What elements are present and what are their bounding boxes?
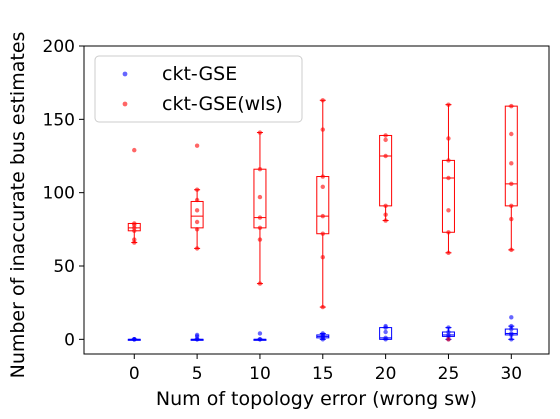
data-point bbox=[132, 147, 137, 153]
data-point bbox=[320, 184, 325, 189]
data-point bbox=[509, 337, 514, 342]
legend-box bbox=[94, 55, 303, 123]
x-tick-label: 10 bbox=[249, 364, 271, 384]
data-point bbox=[383, 329, 388, 335]
y-axis: 0 50 100 150 200 bbox=[43, 37, 84, 350]
plot-frame bbox=[83, 45, 550, 355]
data-point bbox=[446, 250, 451, 255]
data-point bbox=[320, 304, 325, 310]
data-point bbox=[509, 131, 514, 137]
data-point bbox=[320, 213, 325, 219]
data-point bbox=[509, 315, 514, 320]
y-tick-label: 0 bbox=[64, 330, 75, 350]
series-ckt-gse bbox=[127, 315, 518, 342]
data-point bbox=[320, 174, 325, 179]
data-point bbox=[446, 329, 451, 335]
data-point bbox=[132, 237, 137, 242]
data-point bbox=[446, 158, 451, 163]
y-axis-label: Number of inaccurate bus estimates bbox=[7, 32, 29, 379]
data-point bbox=[446, 136, 451, 141]
data-point bbox=[446, 325, 451, 330]
data-point bbox=[194, 187, 200, 192]
box-group bbox=[253, 132, 267, 285]
data-point bbox=[446, 102, 451, 107]
data-point bbox=[257, 281, 263, 286]
data-point bbox=[320, 127, 325, 132]
data-point bbox=[257, 225, 263, 231]
data-point bbox=[132, 221, 137, 226]
x-tick-label: 0 bbox=[129, 364, 140, 384]
data-point bbox=[194, 219, 200, 225]
data-point bbox=[509, 103, 514, 109]
x-tick-label: 5 bbox=[192, 364, 203, 384]
data-point bbox=[383, 137, 388, 143]
y-tick-label: 50 bbox=[53, 257, 75, 277]
box-group bbox=[504, 105, 518, 251]
data-point bbox=[383, 133, 388, 138]
data-point bbox=[383, 203, 388, 209]
data-point bbox=[194, 332, 200, 338]
data-point bbox=[257, 331, 263, 336]
data-point bbox=[132, 337, 137, 342]
data-point bbox=[383, 212, 388, 217]
data-point bbox=[509, 331, 514, 336]
series-layer bbox=[127, 98, 518, 342]
data-point bbox=[257, 167, 263, 172]
data-point bbox=[509, 181, 514, 187]
data-point bbox=[446, 208, 451, 213]
data-point bbox=[320, 98, 325, 103]
data-point bbox=[194, 143, 200, 148]
legend: ckt-GSE ckt-GSE(wls) bbox=[94, 55, 303, 123]
data-point bbox=[257, 194, 263, 200]
data-point bbox=[320, 255, 325, 260]
x-tick-label: 15 bbox=[312, 364, 334, 384]
box bbox=[441, 159, 455, 233]
data-point bbox=[383, 335, 388, 341]
box bbox=[379, 134, 393, 207]
legend-marker bbox=[122, 71, 128, 77]
legend-marker bbox=[122, 101, 128, 107]
data-point bbox=[509, 216, 514, 222]
data-point bbox=[194, 208, 200, 213]
data-point bbox=[320, 331, 325, 336]
x-axis: 0 5 10 15 20 25 30 bbox=[129, 354, 522, 384]
data-point bbox=[194, 246, 200, 251]
data-point bbox=[383, 323, 388, 329]
legend-label: ckt-GSE bbox=[162, 63, 237, 85]
x-tick-label: 20 bbox=[375, 364, 397, 384]
series-ckt-gse-wls bbox=[127, 98, 518, 342]
y-tick-label: 150 bbox=[43, 110, 75, 130]
data-point bbox=[383, 218, 388, 223]
data-point bbox=[383, 153, 388, 159]
y-tick-label: 200 bbox=[43, 37, 75, 57]
data-point bbox=[509, 161, 514, 166]
box bbox=[504, 105, 518, 207]
data-point bbox=[446, 337, 451, 342]
x-tick-label: 25 bbox=[438, 364, 460, 384]
data-point bbox=[320, 231, 325, 236]
data-point bbox=[509, 203, 514, 209]
data-point bbox=[446, 175, 451, 181]
data-point bbox=[257, 237, 263, 242]
y-tick-label: 100 bbox=[43, 184, 75, 204]
data-point bbox=[257, 337, 263, 342]
data-point bbox=[509, 247, 514, 253]
data-point bbox=[446, 230, 451, 235]
x-tick-label: 30 bbox=[500, 364, 522, 384]
legend-label: ckt-GSE(wls) bbox=[162, 93, 283, 115]
data-point bbox=[194, 197, 200, 203]
data-point bbox=[194, 227, 200, 232]
data-point bbox=[257, 215, 263, 220]
x-axis-label: Num of topology error (wrong sw) bbox=[156, 388, 477, 410]
data-point bbox=[509, 323, 514, 329]
data-point bbox=[257, 130, 263, 135]
